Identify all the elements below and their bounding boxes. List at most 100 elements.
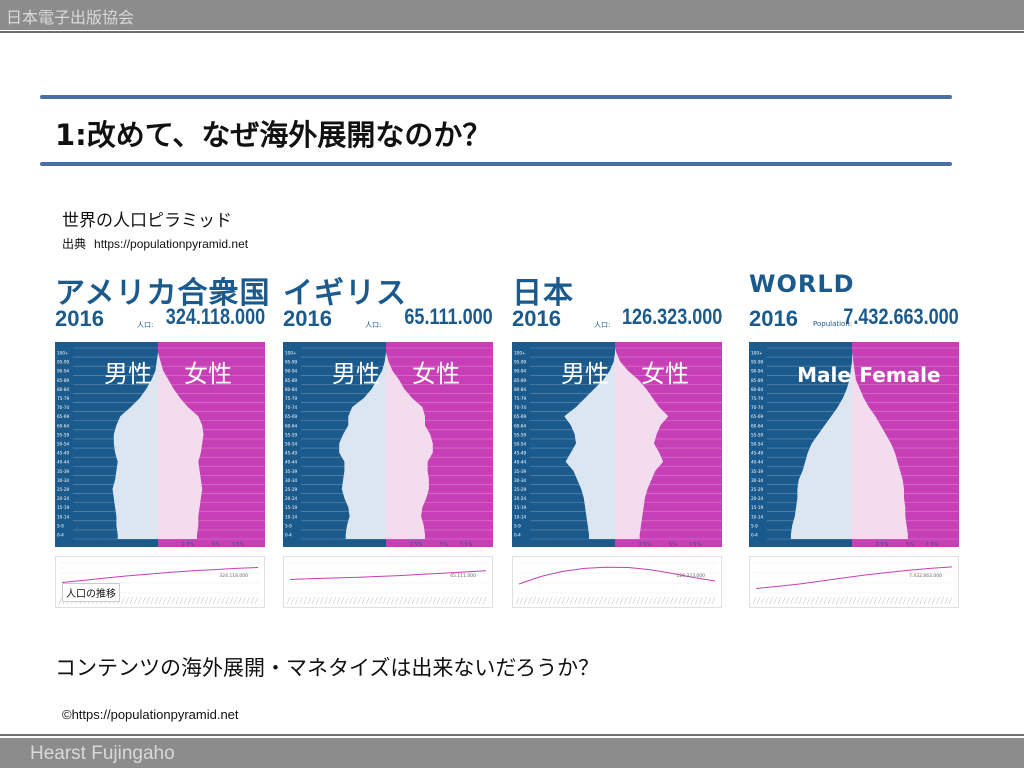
- age-group-label: 70-74: [285, 405, 298, 410]
- trend-year-tick: [898, 596, 903, 605]
- trend-year-tick: [665, 596, 670, 605]
- trend-value: 65.111.000: [450, 573, 476, 579]
- trend-year-tick: [915, 596, 919, 605]
- age-group-label: 45-49: [285, 451, 298, 456]
- trend-year-tick: [432, 596, 437, 605]
- age-group-label: 0-4: [285, 532, 292, 537]
- trend-line: [518, 566, 716, 585]
- trend-year-tick: [536, 596, 541, 605]
- x-tick-label: 5%: [440, 542, 448, 548]
- age-group-label: 70-74: [514, 405, 527, 410]
- trend-year-tick: [461, 596, 466, 605]
- pyramid-chart: 100+ 95-99 90-94 85-89 80-84 75-79 70-74 65-69 6…: [283, 342, 493, 547]
- age-group-label: 95-99: [57, 360, 70, 365]
- female-label: 女性: [184, 360, 232, 388]
- pyramid-chart: 100+ 95-99 90-94 85-89 80-84 75-79 70-74 65-69 6…: [55, 342, 265, 547]
- age-group-label: 75-79: [57, 396, 70, 401]
- trend-year-tick: [188, 596, 192, 605]
- trend-year-tick: [624, 596, 628, 605]
- trend-year-tick: [699, 596, 703, 605]
- trend-year-tick: [303, 596, 307, 605]
- age-group-label: 100+: [751, 351, 763, 356]
- age-group-label: 80-84: [285, 387, 298, 392]
- trend-year-tick: [411, 596, 416, 605]
- age-group-label: 5-9: [514, 523, 521, 528]
- trend-year-tick: [395, 596, 399, 605]
- x-axis-ticks: 7.5% 5% 2.5% 2.5% 5% 7.5%: [529, 542, 702, 548]
- x-tick-label: 2.5%: [876, 542, 889, 548]
- trend-year-tick: [129, 596, 134, 605]
- trend-year-tick: [391, 596, 395, 605]
- trend-year-tick: [911, 596, 915, 605]
- trend-year-tick: [798, 596, 803, 605]
- trend-year-tick: [428, 596, 433, 605]
- trend-year-tick: [653, 596, 657, 605]
- trend-line: [61, 567, 259, 583]
- trend-year-tick: [221, 596, 225, 605]
- age-group-label: 50-54: [57, 442, 70, 447]
- trend-year-tick: [773, 596, 778, 605]
- trend-year-tick: [553, 596, 557, 605]
- age-group-label: 90-94: [285, 369, 298, 374]
- population-label: 人口:: [137, 321, 154, 329]
- female-distribution: [852, 348, 908, 539]
- age-group-label: 20-24: [285, 496, 298, 501]
- x-axis-ticks: 7.5% 5% 2.5% 2.5% 5% 7.5%: [300, 542, 473, 548]
- trend-year-tick: [349, 596, 353, 605]
- age-group-label: 20-24: [57, 496, 70, 501]
- trend-year-tick: [254, 596, 259, 605]
- trend-year-tick: [213, 596, 217, 605]
- country-name: アメリカ合衆国: [55, 276, 271, 311]
- x-tick-label: 5%: [790, 542, 798, 548]
- trend-year-tick: [686, 596, 691, 605]
- trend-year-tick: [690, 596, 695, 605]
- trend-year-tick: [315, 596, 320, 605]
- age-group-label: 15-19: [57, 505, 70, 510]
- trend-year-tick: [478, 596, 483, 605]
- age-group-label: 15-19: [751, 505, 764, 510]
- footer-brand: Hearst Fujingaho: [30, 743, 175, 764]
- age-group-label: 35-39: [285, 469, 298, 474]
- year-label: 2016: [55, 306, 104, 331]
- trend-year-tick: [932, 596, 936, 605]
- trend-year-tick: [441, 596, 445, 605]
- trend-year-tick: [154, 596, 159, 605]
- trend-year-tick: [919, 596, 924, 605]
- trend-year-tick: [171, 596, 175, 605]
- population-label: 人口:: [365, 321, 382, 329]
- trend-year-tick: [844, 596, 848, 605]
- trend-year-tick: [142, 596, 146, 605]
- trend-year-tick: [374, 596, 378, 605]
- trend-year-tick: [299, 596, 303, 605]
- trend-year-tick: [196, 596, 200, 605]
- trend-year-tick: [549, 596, 553, 605]
- trend-year-tick: [470, 596, 474, 605]
- footer-divider: [0, 734, 1024, 736]
- age-group-label: 70-74: [57, 405, 70, 410]
- trend-year-tick: [58, 596, 63, 605]
- trend-year-tick: [569, 596, 574, 605]
- age-group-label: 60-64: [751, 423, 764, 428]
- trend-year-tick: [882, 596, 886, 605]
- age-group-label: 45-49: [57, 451, 70, 456]
- age-group-label: 5-9: [285, 523, 292, 528]
- trend-year-tick: [146, 596, 150, 605]
- male-label: 男性: [104, 360, 152, 388]
- age-group-label: 40-44: [285, 460, 298, 465]
- org-name: 日本電子出版協会: [6, 8, 135, 27]
- trend-year-tick: [295, 596, 299, 605]
- age-group-label: 15-19: [285, 505, 298, 510]
- x-tick-label: 2.5%: [816, 542, 829, 548]
- population-value: 7.432.663.000: [843, 304, 959, 329]
- trend-year-tick: [873, 596, 878, 605]
- header-divider: [0, 31, 1024, 33]
- trend-year-tick: [307, 596, 312, 605]
- population-label: Population:: [813, 320, 853, 328]
- age-group-label: 40-44: [57, 460, 70, 465]
- age-group-label: 55-59: [751, 432, 764, 437]
- trend-year-tick: [424, 596, 428, 605]
- trend-year-tick: [565, 596, 570, 605]
- age-group-label: 95-99: [285, 360, 298, 365]
- trend-year-tick: [482, 596, 487, 605]
- source-line: 出典 https://populationpyramid.net: [62, 235, 248, 252]
